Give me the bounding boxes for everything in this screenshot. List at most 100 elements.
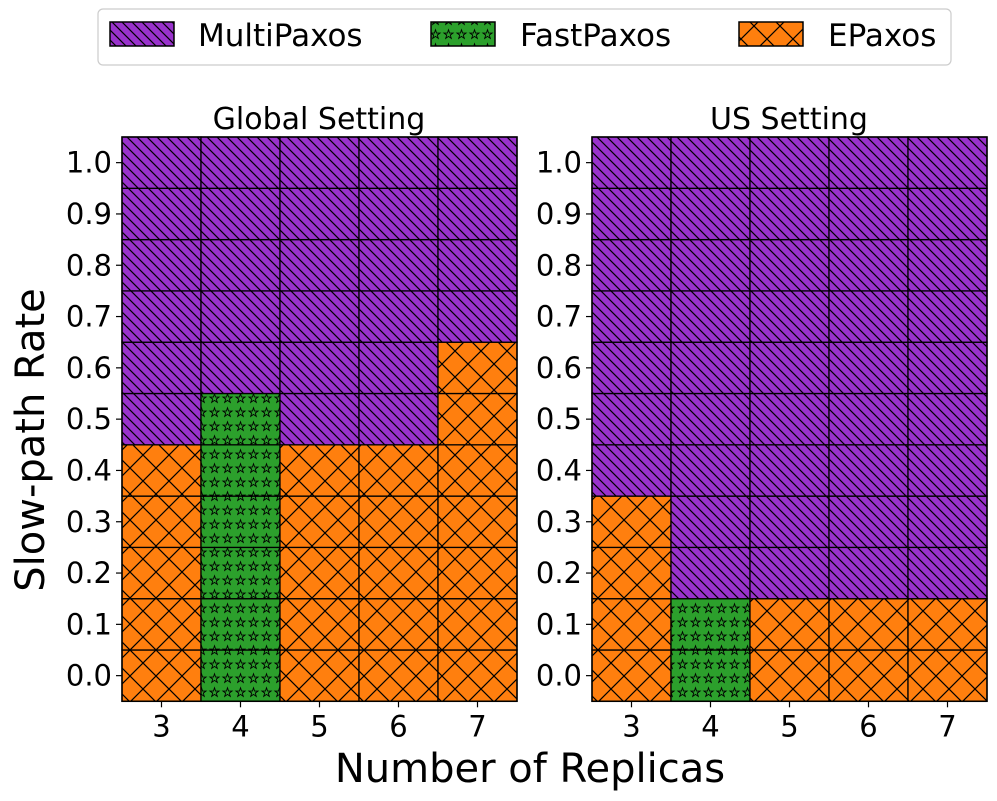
cell-us-5-0.5-multipaxos [749, 392, 830, 446]
cell-global-7-0.1-epaxos [437, 598, 518, 651]
cell-us-4-0.3-multipaxos [670, 495, 751, 549]
panel-title-global-setting: Global Setting [213, 102, 426, 137]
cell-global-7-0.3-epaxos [437, 495, 518, 549]
y-tick-label-us-0.1: 0.1 [536, 607, 582, 641]
cell-global-4-0.8-multipaxos [200, 238, 281, 292]
cell-us-5-1.0-multipaxos [749, 136, 830, 189]
y-tick-label-global-0.0: 0.0 [66, 659, 112, 693]
cell-us-7-0.4-multipaxos [907, 444, 988, 497]
cell-us-5-0.7-multipaxos [749, 290, 830, 343]
cell-global-7-0.5-epaxos [437, 392, 518, 446]
cell-us-7-0.1-epaxos [907, 598, 988, 651]
cell-us-3-0.7-multipaxos [591, 290, 672, 343]
cell-global-5-0.9-multipaxos [279, 187, 360, 241]
y-tick-label-us-0.4: 0.4 [536, 453, 582, 487]
cell-us-6-0.4-multipaxos [828, 444, 909, 497]
cell-global-3-0.1-epaxos [121, 598, 202, 651]
legend-swatch-epaxos [738, 21, 804, 47]
cell-us-6-0.9-multipaxos [828, 187, 909, 241]
legend-swatch-multipaxos [109, 21, 175, 47]
cell-global-5-0.2-epaxos [279, 546, 360, 600]
cell-global-3-0.0-epaxos [121, 649, 202, 702]
panel-us-setting: US Setting 3 4 5 6 7 0.0 0.1 0.2 0.3 0.4 0.5 0.6 0.7… [536, 102, 988, 743]
legend-swatch-fastpaxos [430, 21, 496, 47]
cell-global-7-0.7-multipaxos [437, 290, 518, 343]
cell-us-4-0.6-multipaxos [670, 341, 751, 395]
x-tick-label-us-7: 7 [938, 709, 956, 743]
y-tick-label-us-0.2: 0.2 [536, 556, 582, 590]
cell-global-4-0.0-fastpaxos [200, 649, 281, 702]
cell-us-6-0.0-epaxos [828, 649, 909, 702]
x-tick-label-us-4: 4 [701, 709, 719, 743]
cell-global-4-0.5-fastpaxos [200, 392, 281, 446]
y-tick-label-global-0.4: 0.4 [66, 453, 112, 487]
cell-us-3-0.0-epaxos [591, 649, 672, 702]
cell-us-6-0.1-epaxos [828, 598, 909, 651]
cell-us-7-0.7-multipaxos [907, 290, 988, 343]
cell-global-7-0.8-multipaxos [437, 238, 518, 292]
y-tick-label-global-0.6: 0.6 [66, 351, 112, 385]
y-tick-label-us-1.0: 1.0 [536, 146, 582, 180]
cell-us-5-0.9-multipaxos [749, 187, 830, 241]
cell-us-4-0.0-fastpaxos [670, 649, 751, 702]
cell-us-6-0.2-multipaxos [828, 546, 909, 600]
cell-us-7-1.0-multipaxos [907, 136, 988, 189]
cell-us-5-0.2-multipaxos [749, 546, 830, 600]
panel-global-setting: Global Setting 3 4 5 6 7 0.0 0.1 0.2 0.3 0.4 0.5 0.… [66, 102, 518, 743]
y-tick-label-global-0.2: 0.2 [66, 556, 112, 590]
heatmap-cells-us [591, 136, 988, 703]
legend: MultiPaxos FastPaxos EPaxos [97, 8, 952, 66]
cell-us-4-0.5-multipaxos [670, 392, 751, 446]
cell-global-6-0.9-multipaxos [358, 187, 439, 241]
x-tick-label-global-7: 7 [468, 709, 486, 743]
cell-us-4-0.9-multipaxos [670, 187, 751, 241]
cell-us-6-0.8-multipaxos [828, 238, 909, 292]
cell-us-4-1.0-multipaxos [670, 136, 751, 189]
cell-us-5-0.3-multipaxos [749, 495, 830, 549]
y-tick-label-global-0.9: 0.9 [66, 197, 112, 231]
cell-global-6-0.3-epaxos [358, 495, 439, 549]
y-tick-label-us-0.9: 0.9 [536, 197, 582, 231]
cell-global-6-0.0-epaxos [358, 649, 439, 702]
cell-us-3-1.0-multipaxos [591, 136, 672, 189]
cell-global-6-0.5-multipaxos [358, 392, 439, 446]
cell-us-3-0.4-multipaxos [591, 444, 672, 497]
cell-global-3-0.5-multipaxos [121, 392, 202, 446]
cell-us-3-0.5-multipaxos [591, 392, 672, 446]
y-tick-label-us-0.0: 0.0 [536, 659, 582, 693]
cell-global-5-0.6-multipaxos [279, 341, 360, 395]
cell-global-5-0.0-epaxos [279, 649, 360, 702]
x-tick-label-us-6: 6 [859, 709, 877, 743]
cell-global-4-0.1-fastpaxos [200, 598, 281, 651]
cell-global-3-0.8-multipaxos [121, 238, 202, 292]
cell-us-4-0.2-multipaxos [670, 546, 751, 600]
cell-global-4-1.0-multipaxos [200, 136, 281, 189]
cell-us-3-0.1-epaxos [591, 598, 672, 651]
cell-global-4-0.4-fastpaxos [200, 444, 281, 497]
cell-us-6-1.0-multipaxos [828, 136, 909, 189]
cell-us-7-0.6-multipaxos [907, 341, 988, 395]
cell-us-4-0.1-fastpaxos [670, 598, 751, 651]
y-tick-label-us-0.6: 0.6 [536, 351, 582, 385]
legend-label-epaxos: EPaxos [828, 18, 936, 54]
y-tick-label-global-0.3: 0.3 [66, 505, 112, 539]
cell-global-5-0.7-multipaxos [279, 290, 360, 343]
cell-us-6-0.6-multipaxos [828, 341, 909, 395]
x-tick-label-global-3: 3 [152, 709, 170, 743]
y-axis-label: Slow-path Rate [8, 288, 54, 592]
cell-global-4-0.2-fastpaxos [200, 546, 281, 600]
panel-title-us-setting: US Setting [710, 102, 868, 137]
x-tick-label-us-5: 5 [780, 709, 798, 743]
cell-global-3-0.4-epaxos [121, 444, 202, 497]
cell-global-4-0.3-fastpaxos [200, 495, 281, 549]
cell-global-6-0.8-multipaxos [358, 238, 439, 292]
y-tick-label-global-0.8: 0.8 [66, 248, 112, 282]
x-tick-label-global-6: 6 [389, 709, 407, 743]
cell-global-6-0.7-multipaxos [358, 290, 439, 343]
x-tick-label-us-3: 3 [622, 709, 640, 743]
y-tick-label-global-0.1: 0.1 [66, 607, 112, 641]
cell-global-6-0.1-epaxos [358, 598, 439, 651]
cell-global-6-0.2-epaxos [358, 546, 439, 600]
x-axis-label: Number of Replicas [335, 746, 725, 792]
y-tick-label-us-0.7: 0.7 [536, 300, 582, 334]
